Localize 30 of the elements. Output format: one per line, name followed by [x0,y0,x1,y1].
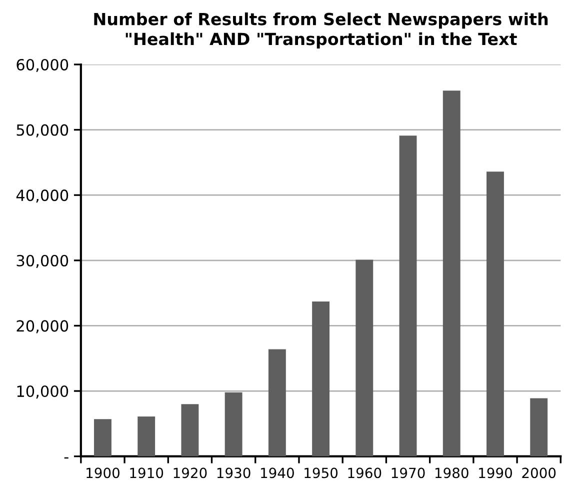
x-tick-label: 1920 [174,468,207,478]
bar [442,90,460,456]
y-tick-label: 30,000 [16,254,68,268]
bar [94,419,112,456]
x-tick-label: 1930 [217,468,250,478]
chart-title: Number of Results from Select Newspapers with "Health" AND "Transportation" in the Text [94,12,548,48]
x-tick-label: 1980 [435,468,468,478]
bar [138,416,156,456]
y-tick-label: - [64,457,68,459]
bar [399,136,417,456]
x-tick-label: 1960 [348,468,382,478]
y-tick-label: 50,000 [16,124,68,138]
y-tick-label: 40,000 [16,190,68,203]
y-tick-label: 20,000 [16,320,68,334]
y-tick-label: 10,000 [17,385,68,399]
x-tick-label: 1950 [304,468,338,478]
bar [356,260,374,456]
bar [268,349,286,456]
x-tick-label: 1910 [130,468,164,478]
x-tick-label: 2000 [522,468,556,478]
bar [530,398,548,456]
bar [224,392,242,456]
x-tick-label: 1900 [86,468,120,478]
bar [181,404,199,456]
bar [486,172,504,456]
x-tick-label: 1940 [261,468,294,478]
x-tick-label: 1970 [392,468,425,478]
bar [312,302,330,456]
x-tick-label: 1990 [479,468,512,478]
y-tick-label: 60,000 [16,58,68,72]
